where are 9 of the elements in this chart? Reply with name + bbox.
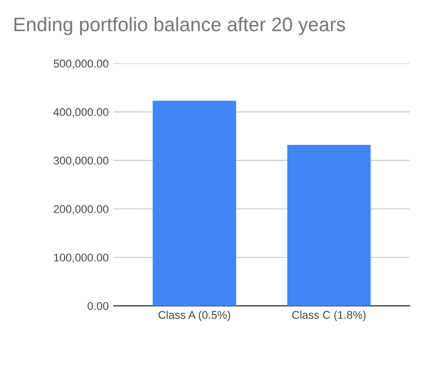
y-tick-label: 0.00 <box>88 302 108 310</box>
x-tick-label: Class C (1.8%) <box>292 310 366 322</box>
y-tick-label: 400,000.00 <box>53 108 108 118</box>
y-tick-label: 300,000.00 <box>54 156 108 166</box>
y-tick-label: 100,000.00 <box>54 254 108 263</box>
y-tick-label: 500,000.00 <box>54 60 108 69</box>
x-tick-label: Class A (0.5%) <box>158 310 230 322</box>
y-tick-label: 200,000.00 <box>54 205 108 214</box>
chart-title: Ending portfolio balance after 20 years <box>14 17 346 36</box>
